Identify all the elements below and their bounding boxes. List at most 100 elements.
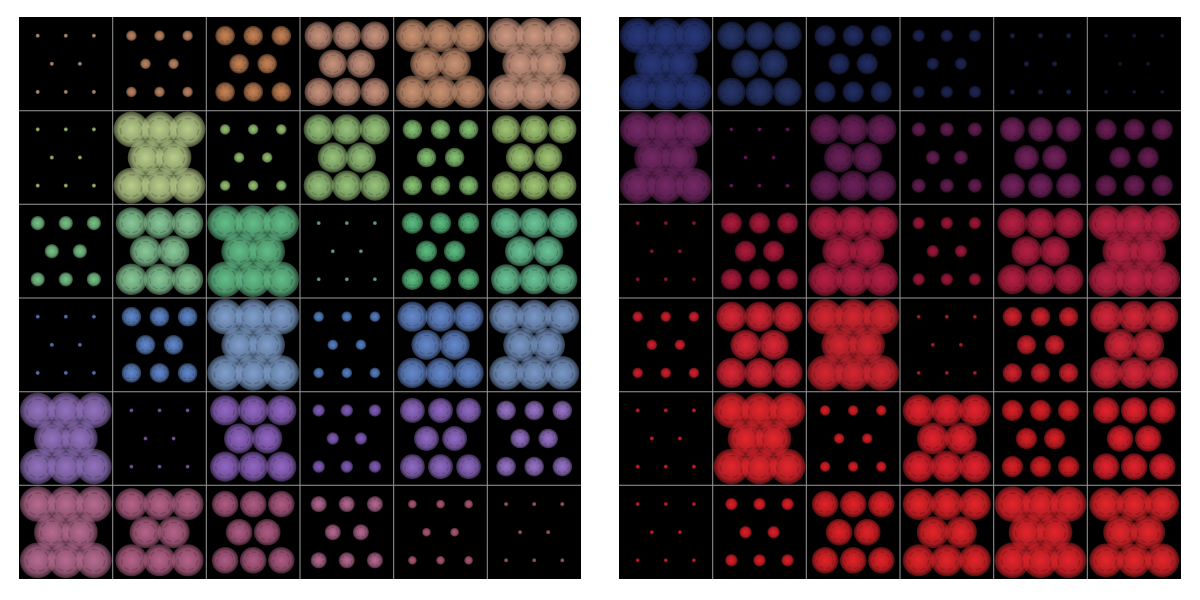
radial-disc (141, 167, 178, 204)
disc-swirl-texture (1127, 122, 1142, 137)
disc-swirl-texture (752, 272, 767, 287)
radial-disc (341, 311, 353, 323)
radial-disc (940, 216, 953, 230)
disc-swirl-texture (419, 244, 434, 259)
disc-swirl-texture (152, 310, 167, 324)
pattern-cell-right-r5-c1 (635, 408, 696, 469)
radial-disc (113, 167, 150, 204)
disc-swirl-texture (936, 549, 958, 571)
pattern-cell-right-r6-c2 (725, 497, 794, 567)
radial-disc (76, 448, 112, 485)
radial-disc (154, 30, 165, 41)
radial-disc (744, 301, 775, 332)
disc-swirl-texture (322, 147, 343, 168)
disc-swirl-texture (964, 456, 986, 478)
radial-disc (968, 216, 982, 230)
radial-disc (86, 216, 101, 231)
radial-disc (1009, 33, 1016, 39)
radial-disc (457, 212, 480, 234)
disc-swirl-texture (444, 334, 465, 355)
radial-disc (239, 490, 267, 518)
radial-disc (157, 516, 190, 549)
radial-disc (143, 488, 176, 521)
radial-disc (972, 314, 977, 319)
radial-disc (691, 408, 696, 413)
radial-disc (847, 405, 859, 416)
radial-disc (552, 456, 573, 477)
radial-disc (1030, 363, 1051, 383)
radial-disc (263, 298, 300, 335)
disc-swirl-texture (780, 272, 795, 287)
disc-swirl-texture (735, 334, 756, 355)
radial-disc (143, 436, 148, 441)
radial-disc (856, 53, 878, 75)
disc-swirl-texture (524, 269, 545, 290)
disc-swirl-texture (218, 85, 232, 99)
radial-disc (1116, 261, 1152, 298)
radial-disc (916, 422, 949, 455)
pattern-cell-right-r3-c1 (635, 221, 696, 282)
radial-disc (997, 208, 1028, 239)
radial-disc (464, 499, 473, 509)
pattern-cell-left-r2-c2 (113, 111, 206, 204)
disc-swirl-texture (964, 549, 986, 571)
disc-swirl-texture (552, 213, 573, 234)
disc-swirl-texture (1005, 366, 1019, 380)
disc-swirl-texture (327, 526, 339, 538)
radial-disc (810, 170, 841, 201)
radial-disc (368, 460, 382, 473)
radial-disc (243, 25, 263, 46)
pattern-cell-right-r3-c2 (720, 212, 799, 290)
radial-disc (739, 526, 752, 539)
disc-swirl-texture (1151, 492, 1174, 516)
radial-disc (1118, 300, 1151, 333)
disc-swirl-texture (429, 24, 452, 47)
radial-disc (808, 206, 842, 241)
radial-disc (340, 404, 353, 417)
radial-disc (1144, 261, 1181, 298)
radial-disc (505, 143, 535, 172)
radial-disc (177, 363, 198, 383)
radial-disc (741, 448, 778, 485)
disc-swirl-texture (682, 173, 706, 198)
disc-swirl-texture (1151, 362, 1173, 384)
disc-swirl-texture (433, 272, 448, 287)
radial-disc (436, 499, 445, 509)
radial-disc (369, 367, 381, 379)
radial-disc (717, 77, 746, 107)
radial-disc (939, 122, 954, 137)
radial-disc (140, 58, 151, 70)
radial-disc (1056, 116, 1082, 142)
disc-swirl-texture (177, 549, 199, 571)
radial-disc (372, 221, 377, 226)
radial-disc (1116, 205, 1152, 241)
radial-disc (552, 400, 573, 421)
disc-swirl-texture (752, 216, 767, 231)
disc-swirl-texture (369, 554, 381, 566)
radial-disc (649, 249, 654, 254)
radial-disc (126, 86, 137, 98)
radial-disc (77, 342, 82, 347)
disc-swirl-texture (121, 268, 142, 290)
radial-disc (91, 33, 96, 38)
disc-swirl-texture (936, 399, 958, 421)
radial-disc (453, 357, 484, 388)
radial-disc (547, 208, 578, 239)
radial-disc (1090, 300, 1123, 333)
radial-disc (999, 116, 1025, 142)
pattern-cell-left-r4-c6 (489, 299, 580, 390)
radial-disc (745, 77, 774, 107)
radial-disc (91, 127, 96, 132)
pattern-cell-right-r5-c2 (713, 392, 806, 485)
radial-disc (1160, 33, 1165, 38)
radial-disc (994, 542, 1031, 579)
disc-swirl-texture (460, 402, 477, 419)
radial-disc (143, 207, 176, 239)
disc-swirl-texture (496, 120, 516, 139)
disc-swirl-texture (1030, 213, 1051, 234)
disc-swirl-texture (1033, 310, 1048, 324)
disc-swirl-texture (874, 28, 889, 43)
disc-swirl-texture (1002, 213, 1023, 234)
pattern-cell-right-r1-c4 (912, 29, 982, 99)
radial-disc (1137, 146, 1159, 169)
